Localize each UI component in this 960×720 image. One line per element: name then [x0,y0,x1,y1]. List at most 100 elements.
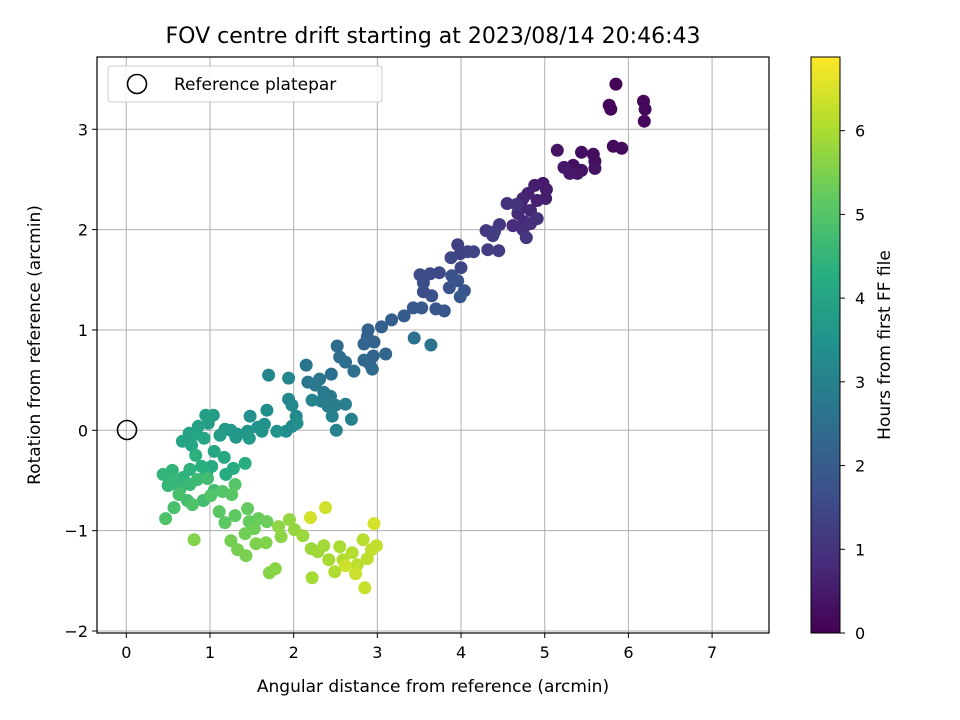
data-point [283,513,296,527]
data-point [367,517,381,531]
data-point [530,212,544,226]
data-point [218,516,232,530]
data-point [296,529,310,543]
data-point [467,245,481,259]
data-point [282,371,296,385]
data-point [207,444,221,458]
data-point [506,219,520,233]
data-point [356,533,370,547]
data-point [347,364,361,378]
data-point [563,166,577,180]
data-point [324,367,338,381]
data-point [375,320,388,334]
y-tick-label: −2 [64,622,88,641]
colorbar-tick-label: 3 [855,373,865,392]
legend: Reference platepar [107,65,383,103]
colorbar-tick-label: 6 [855,122,865,141]
data-point [187,533,201,547]
data-point [339,559,352,573]
data-point [185,438,199,452]
data-point [488,225,501,239]
data-point [195,459,209,473]
data-point [530,194,544,207]
x-tick-label: 3 [372,643,382,662]
y-tick-label: −1 [64,522,88,541]
data-point [637,114,651,128]
data-point [189,448,203,462]
data-point [345,546,359,560]
data-points [156,77,652,595]
data-point [249,537,263,551]
reference-platepar-marker [116,419,138,441]
data-point [260,515,274,529]
data-point [270,424,284,438]
data-point [492,244,506,258]
colorbar-tick-label: 1 [855,540,865,559]
data-point [238,527,252,541]
data-point [319,501,332,515]
data-point [328,565,342,579]
data-point [454,261,468,275]
data-point [156,467,170,481]
data-point [424,338,438,352]
data-point [416,276,430,290]
data-point [268,562,282,576]
data-point [423,267,437,281]
data-point [228,509,242,523]
colorbar-tick-label: 4 [855,289,865,308]
data-point [329,423,343,437]
data-point [322,553,336,567]
y-tick-label: 3 [78,120,88,139]
chart-title: FOV centre drift starting at 2023/08/14 … [166,24,701,49]
data-point [243,409,257,423]
colorbar-tick-label: 2 [855,457,865,476]
data-point [190,473,204,486]
x-tick-label: 6 [623,643,633,662]
data-point [305,571,319,585]
data-point [357,337,371,351]
data-point [339,355,352,369]
data-point [251,420,265,434]
data-point [262,368,276,382]
data-point [167,501,181,515]
data-point [330,339,344,353]
data-point [437,304,451,318]
colorbar: 0 1 2 3 4 5 6 Hours from first FF file [810,56,895,643]
x-tick-label: 2 [289,643,299,662]
data-point [425,289,439,303]
data-point [370,539,383,553]
data-point [197,431,211,445]
colorbar-tick-label: 5 [855,205,865,224]
data-point [260,403,274,417]
data-point [325,409,339,423]
data-point [172,488,186,501]
data-point [406,301,420,315]
data-point [453,290,467,304]
data-point [365,362,379,376]
data-point [285,398,299,412]
data-point [344,412,358,426]
data-point [303,511,317,525]
data-point [349,567,363,581]
x-axis-label: Angular distance from reference (arcmin) [257,677,609,697]
colorbar-ticks: 0 1 2 3 4 5 6 [840,122,865,643]
y-axis-ticks: −2 −1 0 1 2 3 [64,120,97,641]
data-point [451,274,465,288]
plot-frame [96,56,770,634]
colorbar-gradient [810,56,841,634]
data-point [166,474,180,487]
data-point [239,549,253,563]
y-tick-label: 2 [78,221,88,240]
data-point [339,397,352,411]
data-point [274,530,288,544]
data-point [201,472,214,485]
data-point [241,502,255,516]
data-point [279,424,293,438]
data-point [238,456,252,470]
data-point [550,143,564,157]
data-point [305,393,319,407]
legend-label: Reference platepar [174,75,336,95]
colorbar-label: Hours from first FF file [875,250,895,440]
data-point [201,416,215,430]
data-point [159,512,173,526]
